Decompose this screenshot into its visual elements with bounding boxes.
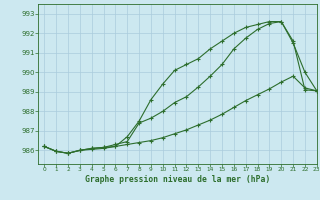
X-axis label: Graphe pression niveau de la mer (hPa): Graphe pression niveau de la mer (hPa) xyxy=(85,175,270,184)
